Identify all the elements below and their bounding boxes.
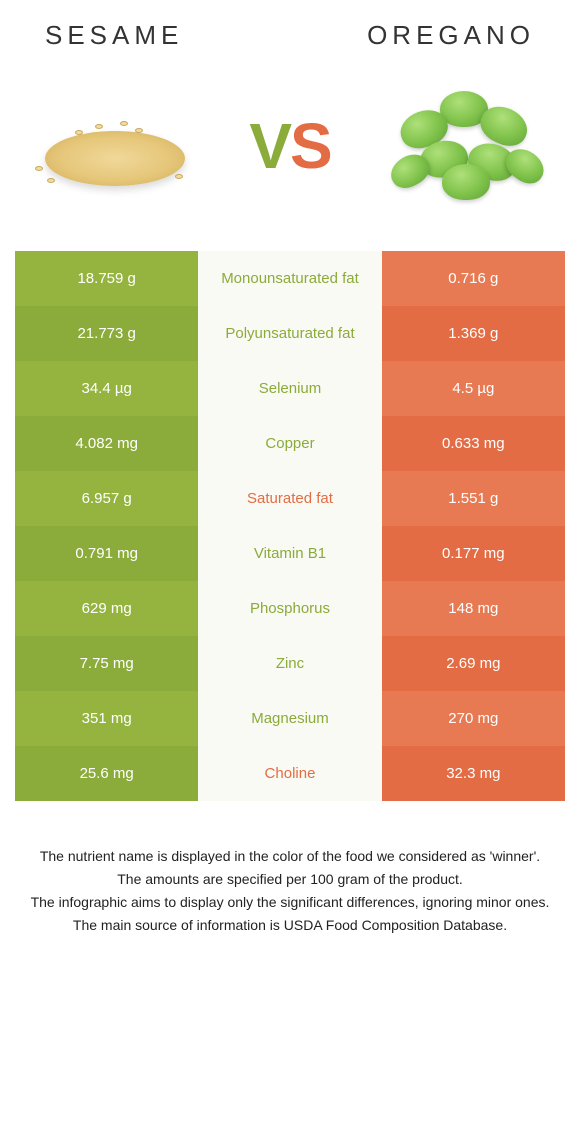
value-right: 148 mg — [382, 581, 565, 636]
table-row: 18.759 gMonounsaturated fat0.716 g — [15, 251, 565, 306]
table-row: 34.4 µgSelenium4.5 µg — [15, 361, 565, 416]
sesame-image — [25, 81, 205, 211]
vs-s: S — [290, 110, 331, 182]
value-right: 0.716 g — [382, 251, 565, 306]
oregano-image — [375, 81, 555, 211]
table-row: 7.75 mgZinc2.69 mg — [15, 636, 565, 691]
footnote-line: The infographic aims to display only the… — [30, 892, 550, 913]
table-row: 0.791 mgVitamin B10.177 mg — [15, 526, 565, 581]
nutrient-label: Polyunsaturated fat — [198, 306, 381, 361]
value-left: 0.791 mg — [15, 526, 198, 581]
table-row: 21.773 gPolyunsaturated fat1.369 g — [15, 306, 565, 361]
value-left: 25.6 mg — [15, 746, 198, 801]
nutrient-label: Zinc — [198, 636, 381, 691]
value-left: 6.957 g — [15, 471, 198, 526]
food-headers: SESAME OREGANO — [15, 20, 565, 51]
value-left: 18.759 g — [15, 251, 198, 306]
vs-label: VS — [249, 109, 330, 183]
vs-v: V — [249, 110, 290, 182]
nutrient-label: Copper — [198, 416, 381, 471]
value-right: 1.369 g — [382, 306, 565, 361]
footnotes: The nutrient name is displayed in the co… — [15, 846, 565, 936]
table-row: 25.6 mgCholine32.3 mg — [15, 746, 565, 801]
table-row: 629 mgPhosphorus148 mg — [15, 581, 565, 636]
value-left: 4.082 mg — [15, 416, 198, 471]
nutrient-label: Selenium — [198, 361, 381, 416]
footnote-line: The main source of information is USDA F… — [30, 915, 550, 936]
infographic-container: SESAME OREGANO VS — [0, 0, 580, 958]
value-right: 270 mg — [382, 691, 565, 746]
value-left: 34.4 µg — [15, 361, 198, 416]
nutrient-label: Magnesium — [198, 691, 381, 746]
nutrient-label: Choline — [198, 746, 381, 801]
hero-row: VS — [15, 81, 565, 211]
table-row: 6.957 gSaturated fat1.551 g — [15, 471, 565, 526]
footnote-line: The nutrient name is displayed in the co… — [30, 846, 550, 867]
table-row: 4.082 mgCopper0.633 mg — [15, 416, 565, 471]
value-right: 1.551 g — [382, 471, 565, 526]
value-left: 629 mg — [15, 581, 198, 636]
value-right: 32.3 mg — [382, 746, 565, 801]
footnote-line: The amounts are specified per 100 gram o… — [30, 869, 550, 890]
nutrient-label: Saturated fat — [198, 471, 381, 526]
nutrient-label: Phosphorus — [198, 581, 381, 636]
value-right: 0.633 mg — [382, 416, 565, 471]
nutrient-label: Vitamin B1 — [198, 526, 381, 581]
value-left: 7.75 mg — [15, 636, 198, 691]
nutrient-label: Monounsaturated fat — [198, 251, 381, 306]
food-name-right: OREGANO — [367, 20, 535, 51]
value-right: 2.69 mg — [382, 636, 565, 691]
value-right: 0.177 mg — [382, 526, 565, 581]
value-left: 21.773 g — [15, 306, 198, 361]
value-left: 351 mg — [15, 691, 198, 746]
table-row: 351 mgMagnesium270 mg — [15, 691, 565, 746]
nutrient-table: 18.759 gMonounsaturated fat0.716 g21.773… — [15, 251, 565, 801]
value-right: 4.5 µg — [382, 361, 565, 416]
food-name-left: SESAME — [45, 20, 183, 51]
